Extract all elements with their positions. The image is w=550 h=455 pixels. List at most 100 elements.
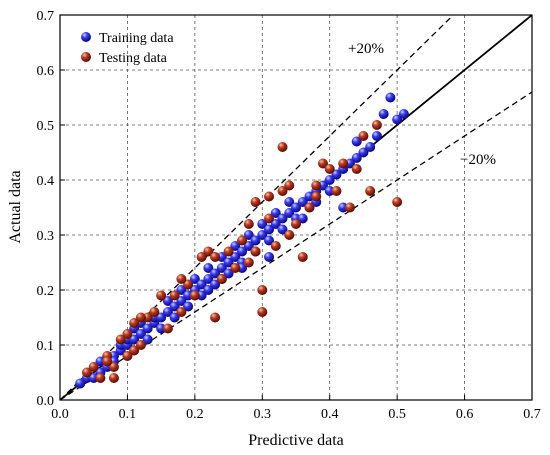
- training-point: [203, 263, 214, 273]
- testing-point: [176, 307, 187, 317]
- testing-point: [210, 312, 221, 323]
- training-point: [142, 334, 153, 345]
- training-point: [176, 285, 187, 295]
- testing-point: [250, 246, 261, 257]
- testing-point: [270, 241, 281, 251]
- testing-point: [264, 213, 275, 224]
- testing-point: [210, 252, 221, 262]
- y-axis-label: Actual data: [7, 170, 24, 243]
- x-axis-label: Predictive data: [248, 432, 344, 449]
- training-point: [75, 378, 86, 389]
- legend-marker-training: [81, 32, 91, 42]
- training-point: [237, 246, 248, 257]
- training-point: [351, 136, 362, 147]
- training-point: [203, 285, 214, 295]
- testing-point: [243, 219, 254, 229]
- y-tick-label: 0.7: [37, 9, 55, 24]
- testing-point: [122, 329, 133, 339]
- testing-point: [304, 202, 315, 213]
- testing-point: [102, 356, 113, 367]
- training-point: [270, 208, 281, 218]
- testing-point: [135, 340, 146, 350]
- legend: Training data Testing data: [81, 31, 174, 66]
- x-tick-label: 0.0: [51, 407, 69, 422]
- x-tick-label: 0.6: [456, 407, 474, 422]
- testing-point: [237, 235, 248, 246]
- training-point: [176, 296, 187, 306]
- testing-point: [115, 334, 126, 345]
- training-point: [392, 114, 403, 125]
- training-point: [243, 230, 254, 240]
- training-point: [142, 323, 153, 334]
- training-point: [257, 230, 268, 240]
- testing-point: [291, 219, 301, 229]
- training-point: [365, 142, 376, 152]
- testing-point: [169, 290, 180, 301]
- testing-point: [264, 191, 275, 202]
- training-point: [398, 109, 409, 119]
- x-tick-label: 0.3: [254, 407, 272, 422]
- training-point: [297, 197, 308, 207]
- testing-point: [230, 263, 241, 273]
- testing-point: [176, 274, 187, 284]
- x-tick-label: 0.1: [119, 407, 137, 422]
- training-point: [216, 263, 227, 273]
- x-tick-label: 0.4: [321, 407, 339, 422]
- testing-point: [129, 318, 140, 328]
- testing-point: [358, 131, 369, 141]
- training-point: [264, 235, 275, 246]
- training-point: [257, 219, 268, 229]
- testing-point: [162, 323, 173, 334]
- testing-point: [338, 158, 349, 169]
- training-point: [203, 274, 214, 284]
- testing-point: [351, 164, 362, 174]
- data-points: [75, 92, 409, 389]
- legend-marker-testing: [81, 52, 91, 62]
- testing-point: [284, 180, 295, 191]
- testing-point: [243, 257, 254, 268]
- y-tick-label: 0.3: [37, 229, 55, 244]
- training-point: [351, 153, 362, 163]
- training-point: [189, 274, 200, 284]
- testing-point: [156, 290, 167, 301]
- training-point: [378, 109, 389, 119]
- training-point: [270, 219, 281, 229]
- x-tick-label: 0.5: [388, 407, 406, 422]
- testing-point: [108, 362, 119, 372]
- testing-point: [311, 180, 322, 191]
- testing-point: [311, 191, 322, 202]
- testing-point: [108, 373, 119, 383]
- training-point: [371, 131, 382, 141]
- testing-point: [189, 290, 200, 301]
- testing-point: [324, 164, 335, 174]
- testing-point: [122, 351, 133, 361]
- testing-point: [95, 373, 106, 383]
- training-point: [162, 307, 173, 317]
- training-point: [223, 268, 234, 279]
- plot-frame: [59, 14, 533, 401]
- training-point: [129, 334, 140, 345]
- legend-label-training: Training data: [99, 31, 174, 46]
- testing-point: [203, 246, 214, 257]
- testing-point: [135, 312, 146, 323]
- y-tick-label: 0.6: [37, 64, 55, 79]
- training-point: [135, 329, 146, 339]
- testing-point: [277, 186, 288, 196]
- testing-point: [257, 307, 268, 317]
- training-point: [297, 213, 308, 224]
- ref-label-plus: +20%: [348, 41, 384, 57]
- ref-label-minus: −20%: [460, 152, 496, 168]
- training-point: [156, 312, 167, 323]
- training-point: [250, 235, 261, 246]
- testing-point: [81, 367, 92, 378]
- training-point: [162, 296, 173, 306]
- testing-point: [284, 230, 295, 240]
- training-point: [264, 252, 275, 262]
- training-point: [277, 213, 288, 224]
- x-tick-label: 0.2: [186, 407, 204, 422]
- testing-point: [297, 252, 308, 262]
- training-point: [331, 169, 342, 180]
- testing-point: [344, 202, 355, 213]
- training-point: [284, 197, 295, 207]
